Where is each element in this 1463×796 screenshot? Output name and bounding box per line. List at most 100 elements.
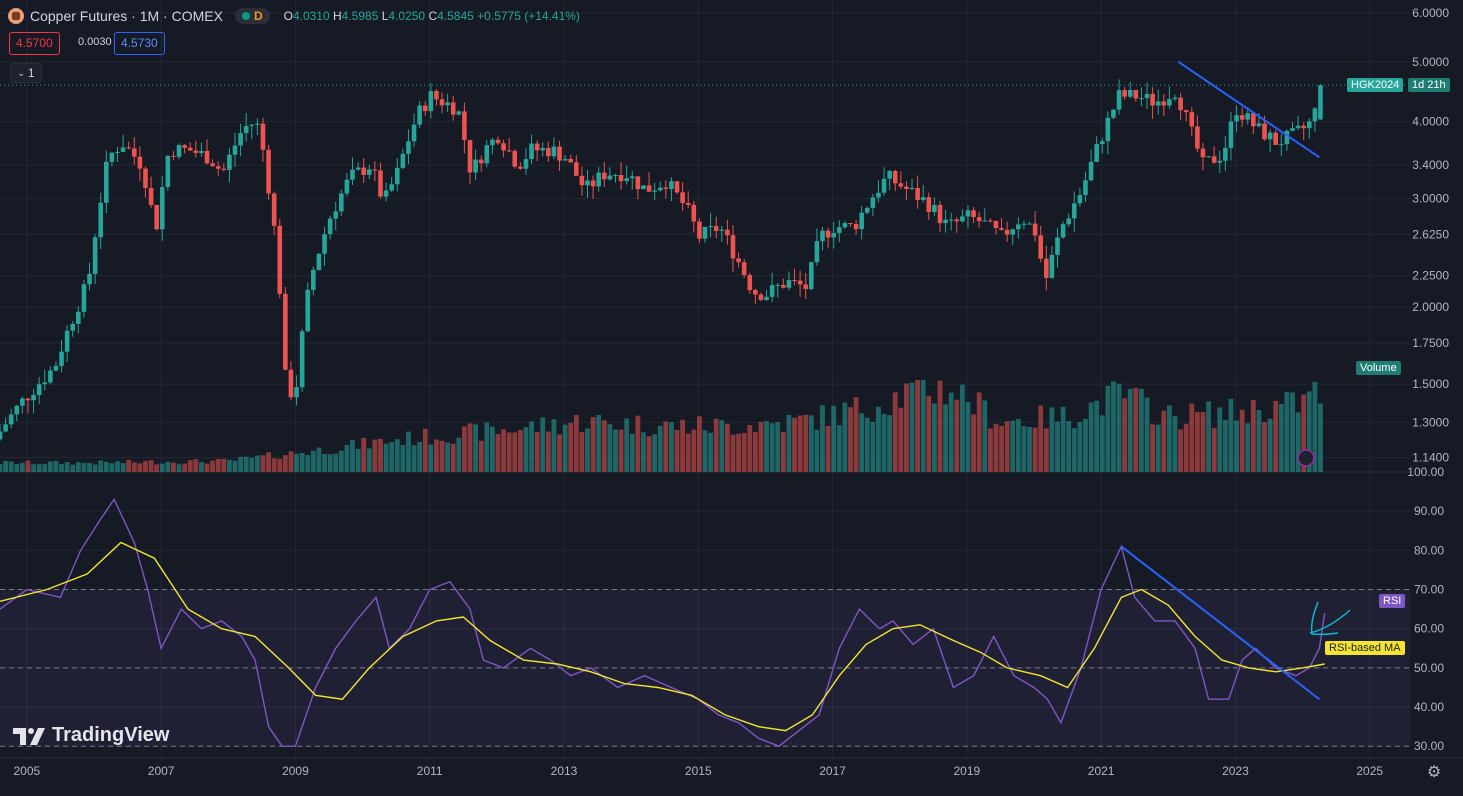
volume-bar xyxy=(266,452,271,472)
candle-body xyxy=(1161,101,1167,106)
volume-bar xyxy=(316,447,322,472)
volume-bar xyxy=(1306,391,1312,472)
volume-bar xyxy=(635,415,641,472)
candle-body xyxy=(411,124,417,142)
volume-bar xyxy=(1312,381,1318,472)
candle-body xyxy=(406,141,411,154)
ohlc-readout: O4.0310 H4.5985 L4.0250 C4.5845 +0.5775 … xyxy=(283,9,580,23)
candle-body xyxy=(758,294,764,300)
candle-body xyxy=(1055,237,1060,255)
market-status-pill[interactable]: D xyxy=(234,8,270,24)
volume-bar xyxy=(607,424,613,472)
candle-body xyxy=(915,187,920,200)
candle-body xyxy=(809,262,814,290)
candle-body xyxy=(1122,90,1127,97)
candle-body xyxy=(501,143,506,151)
volume-bar xyxy=(1250,399,1256,472)
volume-bar xyxy=(697,416,702,472)
alert-bolt-icon[interactable] xyxy=(1297,449,1315,467)
candle-body xyxy=(512,150,518,167)
candle-body xyxy=(725,229,730,236)
price-trendline[interactable] xyxy=(1177,61,1320,159)
candle-body xyxy=(887,171,892,179)
candle-body xyxy=(48,370,53,383)
volume-bar xyxy=(1015,419,1021,472)
chevron-down-icon: ⌄ xyxy=(17,67,25,78)
candle-body xyxy=(1044,258,1049,278)
arrow-annotation-head[interactable] xyxy=(1310,601,1339,636)
candle-body xyxy=(193,150,199,154)
candle-body xyxy=(456,111,462,115)
volume-bar xyxy=(1222,419,1228,472)
chart-header: Copper Futures · 1M · COMEX D O4.0310 H4… xyxy=(8,4,580,28)
volume-bar xyxy=(1267,418,1273,472)
volume-bar xyxy=(109,463,115,472)
candle-body xyxy=(753,290,758,295)
candle-body xyxy=(954,219,960,222)
volume-bar xyxy=(484,422,490,472)
candle-body xyxy=(1060,224,1066,238)
volume-bar xyxy=(14,464,20,472)
collapse-indicators-button[interactable]: ⌄ 1 xyxy=(10,63,42,83)
volume-bar xyxy=(1278,403,1284,472)
candle-body xyxy=(820,230,825,242)
gear-icon[interactable]: ⚙ xyxy=(1426,764,1442,781)
candle-body xyxy=(1228,121,1234,148)
sell-price-button[interactable]: 4.5700 xyxy=(9,32,60,55)
time-tick-label: 2013 xyxy=(551,764,578,778)
candle-body xyxy=(1071,203,1077,219)
volume-bar xyxy=(271,458,277,472)
rsi-trendline[interactable] xyxy=(1120,545,1320,701)
candle-body xyxy=(842,223,848,228)
volume-bar xyxy=(53,460,59,472)
volume-bar xyxy=(557,434,562,472)
volume-bar xyxy=(926,395,932,472)
buy-price-button[interactable]: 4.5730 xyxy=(114,32,165,55)
price-tick-label: 6.0000 xyxy=(1412,6,1449,20)
candle-body xyxy=(1306,121,1312,129)
rsi-tick-label: 70.00 xyxy=(1414,583,1444,597)
volume-bar xyxy=(1010,420,1016,472)
candle-body xyxy=(148,188,154,206)
candle-body xyxy=(333,211,339,219)
volume-bar xyxy=(137,463,143,472)
volume-bar xyxy=(691,429,697,472)
candle-body xyxy=(104,161,109,203)
candle-body xyxy=(870,197,876,208)
candle-body xyxy=(988,220,993,222)
volume-bar xyxy=(333,453,339,472)
candle-body xyxy=(210,163,215,167)
volume-bar xyxy=(75,462,81,472)
candle-body xyxy=(1234,115,1239,122)
candle-body xyxy=(350,169,355,180)
volume-bar xyxy=(814,429,820,472)
arrow-annotation[interactable] xyxy=(1309,609,1351,634)
volume-bar xyxy=(1301,394,1307,472)
volume-bar xyxy=(199,462,204,472)
volume-bar xyxy=(1290,392,1295,472)
candle-body xyxy=(965,210,971,217)
volume-bar xyxy=(1155,424,1161,472)
volume-bar xyxy=(859,413,865,472)
candle-body xyxy=(1016,224,1021,230)
candle-body xyxy=(562,158,568,161)
candle-body xyxy=(932,204,937,213)
candle-body xyxy=(1155,101,1161,106)
candle-body xyxy=(70,323,76,331)
symbol-title[interactable]: Copper Futures · 1M · COMEX xyxy=(30,8,223,24)
candle-body xyxy=(42,382,48,385)
candle-body xyxy=(825,230,831,238)
volume-bar xyxy=(758,421,764,472)
candle-body xyxy=(769,285,775,297)
candle-body xyxy=(53,365,59,371)
tradingview-logo[interactable]: TradingView xyxy=(12,724,169,747)
candle-body xyxy=(299,331,305,388)
volume-bar xyxy=(0,463,3,472)
volume-bar xyxy=(948,392,954,472)
candle-body xyxy=(590,180,596,187)
candle-body xyxy=(909,187,915,189)
candle-body xyxy=(674,181,680,193)
candle-body xyxy=(1049,254,1055,278)
